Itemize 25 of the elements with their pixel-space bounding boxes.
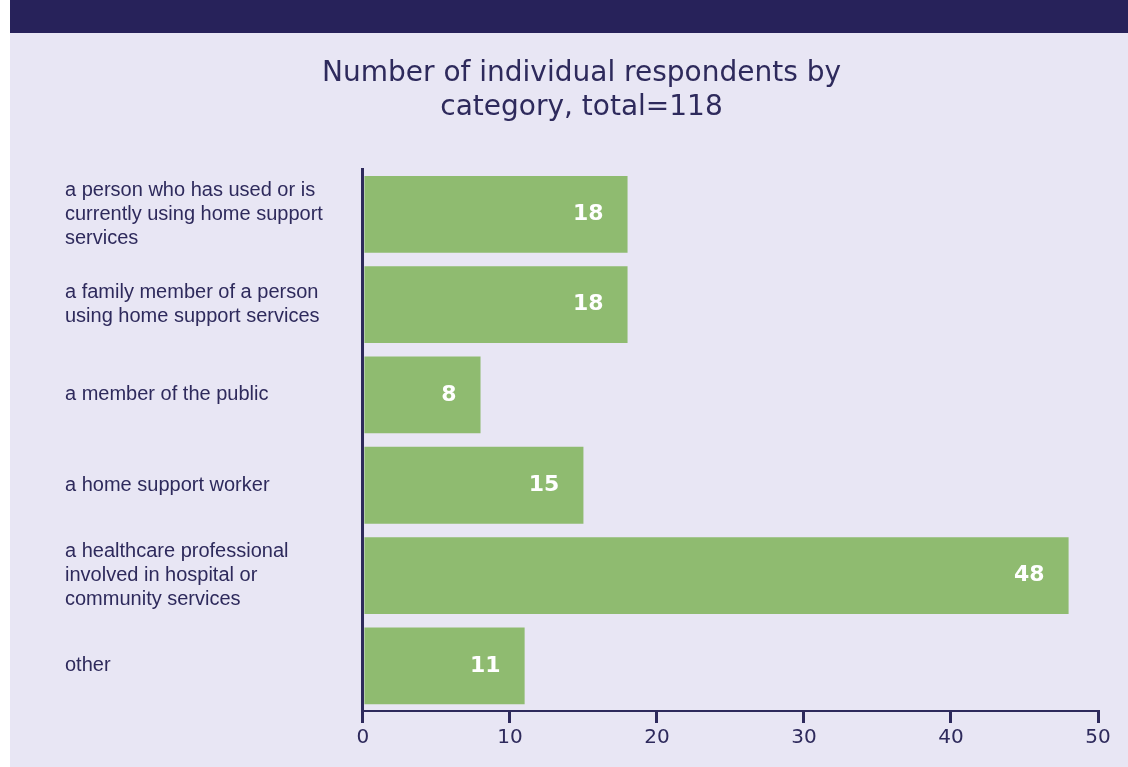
y-tick-label: a person who has used or is currently using home support services [65,177,324,248]
x-tick-label: 20 [644,724,670,749]
y-tick-label: a home support worker [65,472,270,495]
data-label: 18 [572,200,604,226]
bar [364,627,525,705]
x-tick-label: 0 [356,724,370,749]
x-tick-label: 10 [497,724,523,749]
y-tick-label: a member of the public [65,382,269,405]
y-tick-label: other [65,653,111,676]
data-label: 48 [1013,561,1045,587]
y-tick-label: a family member of a person using home support services [65,280,320,327]
data-label: 15 [528,470,560,496]
y-tick-label: a healthcare professional involved in hospital or community services [65,539,289,610]
bar [364,175,628,253]
data-label: 11 [470,651,501,677]
x-tick-label: 50 [1085,724,1111,749]
bar [364,356,481,434]
bar [364,266,628,344]
data-label: 18 [572,290,604,316]
bar [364,537,1069,614]
chart-title: Number of individual respondents by category, total=118 [322,55,841,122]
bar [364,446,584,524]
x-tick-label: 40 [938,724,964,749]
data-label: 8 [441,380,457,406]
x-tick-label: 30 [791,724,817,749]
